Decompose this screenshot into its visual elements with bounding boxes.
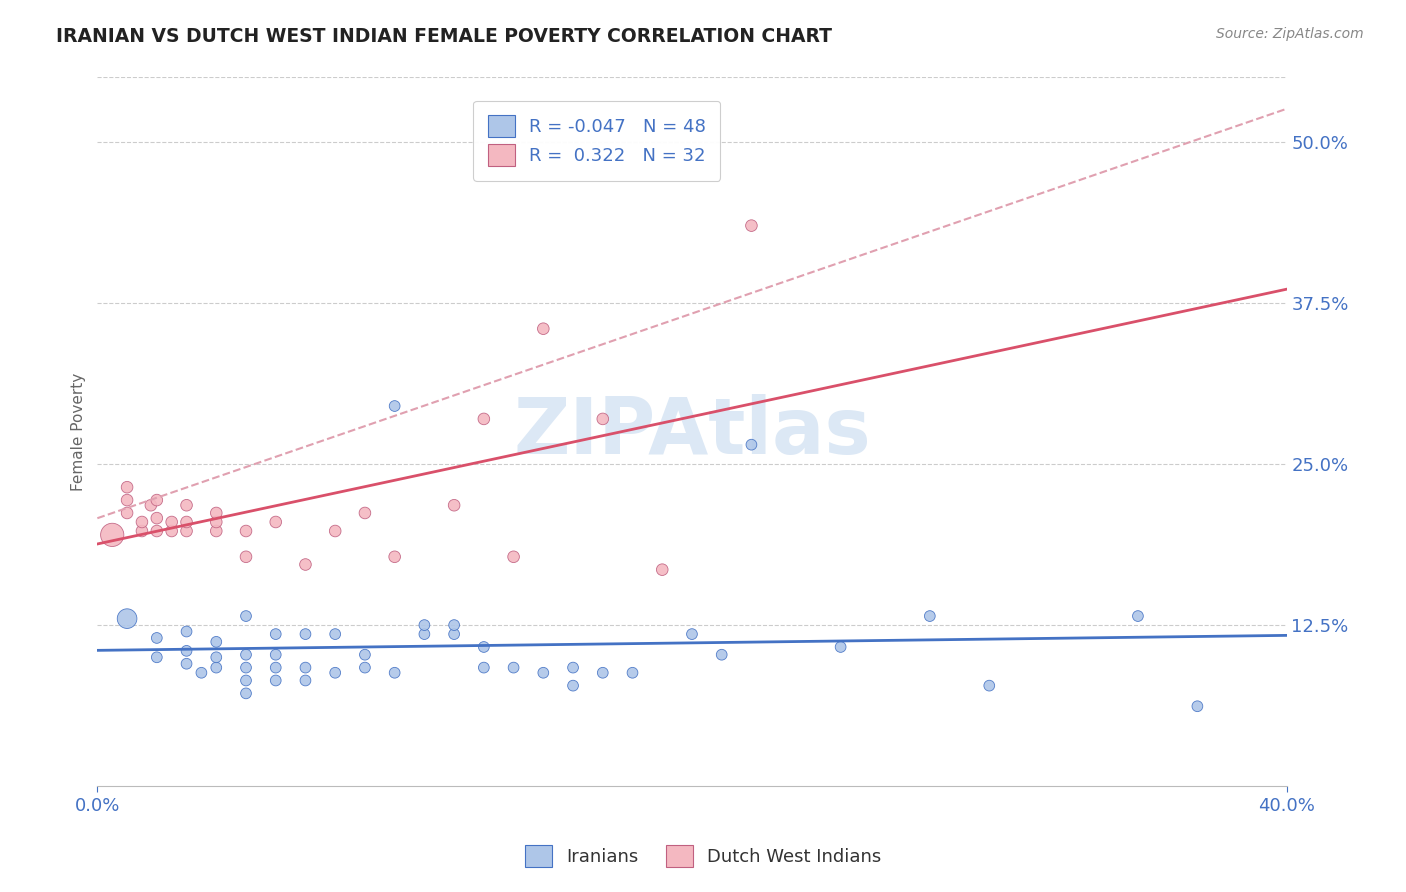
Y-axis label: Female Poverty: Female Poverty xyxy=(72,373,86,491)
Point xyxy=(190,665,212,680)
Point xyxy=(115,612,138,626)
Point xyxy=(101,528,124,542)
Point xyxy=(235,648,257,662)
Legend: R = -0.047   N = 48, R =  0.322   N = 32: R = -0.047 N = 48, R = 0.322 N = 32 xyxy=(474,101,720,181)
Point xyxy=(205,506,228,520)
Point xyxy=(235,660,257,674)
Point xyxy=(323,627,346,641)
Point xyxy=(443,498,465,512)
Point xyxy=(176,624,198,639)
Point xyxy=(205,635,228,649)
Text: Source: ZipAtlas.com: Source: ZipAtlas.com xyxy=(1216,27,1364,41)
Point xyxy=(502,660,524,674)
Point xyxy=(146,631,169,645)
Point xyxy=(176,498,198,512)
Point xyxy=(384,665,406,680)
Point xyxy=(115,506,138,520)
Point xyxy=(115,493,138,508)
Point xyxy=(264,673,287,688)
Point xyxy=(979,679,1001,693)
Point xyxy=(918,609,941,624)
Point xyxy=(562,660,585,674)
Point xyxy=(384,549,406,564)
Point xyxy=(146,511,169,525)
Point xyxy=(531,322,554,336)
Point xyxy=(146,524,169,538)
Point xyxy=(205,524,228,538)
Point xyxy=(235,549,257,564)
Point xyxy=(651,563,673,577)
Point xyxy=(205,650,228,665)
Point xyxy=(443,618,465,632)
Point xyxy=(160,515,183,529)
Point xyxy=(472,660,495,674)
Point xyxy=(740,438,762,452)
Point xyxy=(146,493,169,508)
Point xyxy=(205,515,228,529)
Point xyxy=(710,648,733,662)
Point xyxy=(1126,609,1149,624)
Point xyxy=(413,618,436,632)
Point xyxy=(294,660,316,674)
Point xyxy=(139,498,162,512)
Point xyxy=(502,549,524,564)
Point xyxy=(235,686,257,700)
Point xyxy=(176,515,198,529)
Point xyxy=(235,673,257,688)
Point xyxy=(562,679,585,693)
Point xyxy=(354,506,377,520)
Point xyxy=(235,609,257,624)
Point xyxy=(740,219,762,233)
Point xyxy=(176,644,198,658)
Point xyxy=(592,412,614,426)
Point xyxy=(205,660,228,674)
Point xyxy=(176,524,198,538)
Legend: Iranians, Dutch West Indians: Iranians, Dutch West Indians xyxy=(517,838,889,874)
Point xyxy=(131,515,153,529)
Point xyxy=(830,640,852,654)
Point xyxy=(131,524,153,538)
Point xyxy=(264,660,287,674)
Point xyxy=(531,665,554,680)
Point xyxy=(443,627,465,641)
Point xyxy=(592,665,614,680)
Point xyxy=(146,650,169,665)
Point xyxy=(1187,699,1209,714)
Point xyxy=(621,665,644,680)
Point xyxy=(264,515,287,529)
Point xyxy=(681,627,703,641)
Point xyxy=(294,673,316,688)
Point xyxy=(264,648,287,662)
Point xyxy=(264,627,287,641)
Text: ZIPAtlas: ZIPAtlas xyxy=(513,393,870,470)
Point xyxy=(115,480,138,494)
Point xyxy=(472,412,495,426)
Point xyxy=(235,524,257,538)
Point xyxy=(413,627,436,641)
Text: IRANIAN VS DUTCH WEST INDIAN FEMALE POVERTY CORRELATION CHART: IRANIAN VS DUTCH WEST INDIAN FEMALE POVE… xyxy=(56,27,832,45)
Point xyxy=(384,399,406,413)
Point xyxy=(294,627,316,641)
Point xyxy=(354,648,377,662)
Point xyxy=(354,660,377,674)
Point xyxy=(160,524,183,538)
Point xyxy=(323,524,346,538)
Point xyxy=(323,665,346,680)
Point xyxy=(176,657,198,671)
Point xyxy=(294,558,316,572)
Point xyxy=(472,640,495,654)
